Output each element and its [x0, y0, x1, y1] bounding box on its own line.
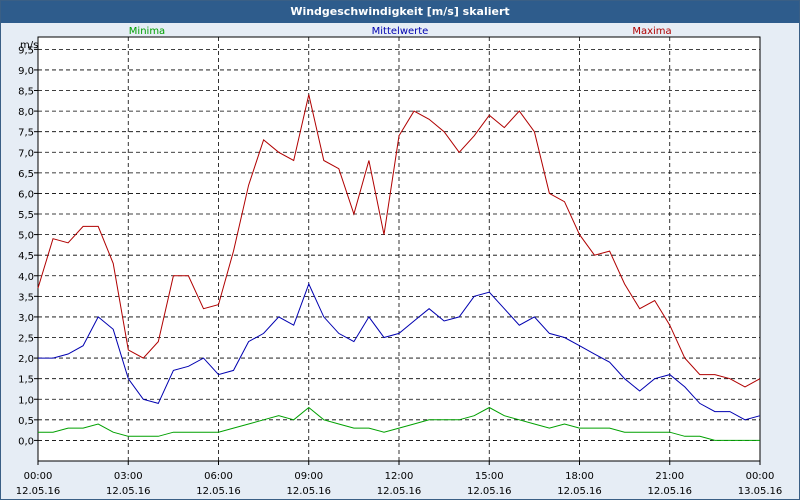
y-tick-label: 5,0 [18, 231, 34, 242]
y-tick-label: 2,0 [18, 354, 34, 365]
x-tick-time-label: 09:00 [294, 471, 323, 482]
x-tick-date-label: 12.05.16 [106, 486, 151, 497]
x-tick-date-label: 12.05.16 [467, 486, 512, 497]
x-tick-time-label: 00:00 [746, 471, 775, 482]
y-tick-label: 8,0 [18, 107, 34, 118]
y-tick-label: 8,5 [18, 87, 34, 98]
y-tick-label: 7,5 [18, 128, 34, 139]
x-axis: 00:00 12.05.16 03:00 12.05.16 06:00 12.05.16 0… [16, 461, 783, 497]
legend: Minima Mittelwerte Maxima [129, 26, 672, 37]
y-axis-unit-label: m/s [20, 40, 38, 51]
x-tick-date-label: 12.05.16 [286, 486, 331, 497]
gridlines [38, 37, 760, 461]
x-tick-date-label: 12.05.16 [377, 486, 422, 497]
y-tick-label: 7,0 [18, 148, 34, 159]
y-tick-label: 0,5 [18, 416, 34, 427]
y-tick-label: 5,5 [18, 210, 34, 221]
series-line-maxima [37, 94, 761, 388]
y-tick-label: 9,0 [18, 66, 34, 77]
y-tick-label: 4,5 [18, 251, 34, 262]
series-lines [37, 94, 761, 441]
x-tick-date-label: 13.05.16 [738, 486, 783, 497]
x-tick-time-label: 03:00 [114, 471, 143, 482]
y-tick-label: 0,0 [18, 436, 34, 447]
y-tick-label: 9,5 [18, 45, 34, 56]
window-title: Windgeschwindigkeit [m/s] skaliert [1, 1, 799, 23]
x-tick-date-label: 12.05.16 [196, 486, 241, 497]
x-tick-time-label: 00:00 [24, 471, 53, 482]
series-line-minima [38, 406, 760, 441]
y-tick-label: 2,5 [18, 334, 34, 345]
y-axis: 0,0 0,5 1,0 1,5 2,0 2,5 3,0 3,5 4,0 4,5 5,0 5,5 6,0 6… [18, 45, 38, 447]
x-tick-time-label: 15:00 [475, 471, 504, 482]
y-tick-label: 6,5 [18, 169, 34, 180]
x-tick-time-label: 18:00 [565, 471, 594, 482]
x-tick-date-label: 12.05.16 [557, 486, 602, 497]
y-tick-label: 1,0 [18, 395, 34, 406]
legend-entry-minima: Minima [129, 26, 165, 37]
x-tick-time-label: 21:00 [655, 471, 684, 482]
x-tick-time-label: 12:00 [385, 471, 414, 482]
x-tick-time-label: 06:00 [204, 471, 233, 482]
x-tick-date-label: 12.05.16 [16, 486, 61, 497]
x-tick-date-label: 12.05.16 [647, 486, 692, 497]
y-tick-label: 6,0 [18, 189, 34, 200]
y-tick-label: 1,5 [18, 375, 34, 386]
legend-entry-mittelwerte: Mittelwerte [372, 26, 429, 37]
y-tick-label: 4,0 [18, 272, 34, 283]
series-line-mittelwerte [38, 282, 761, 421]
y-tick-label: 3,5 [18, 292, 34, 303]
legend-entry-maxima: Maxima [632, 26, 671, 37]
y-tick-label: 3,0 [18, 313, 34, 324]
